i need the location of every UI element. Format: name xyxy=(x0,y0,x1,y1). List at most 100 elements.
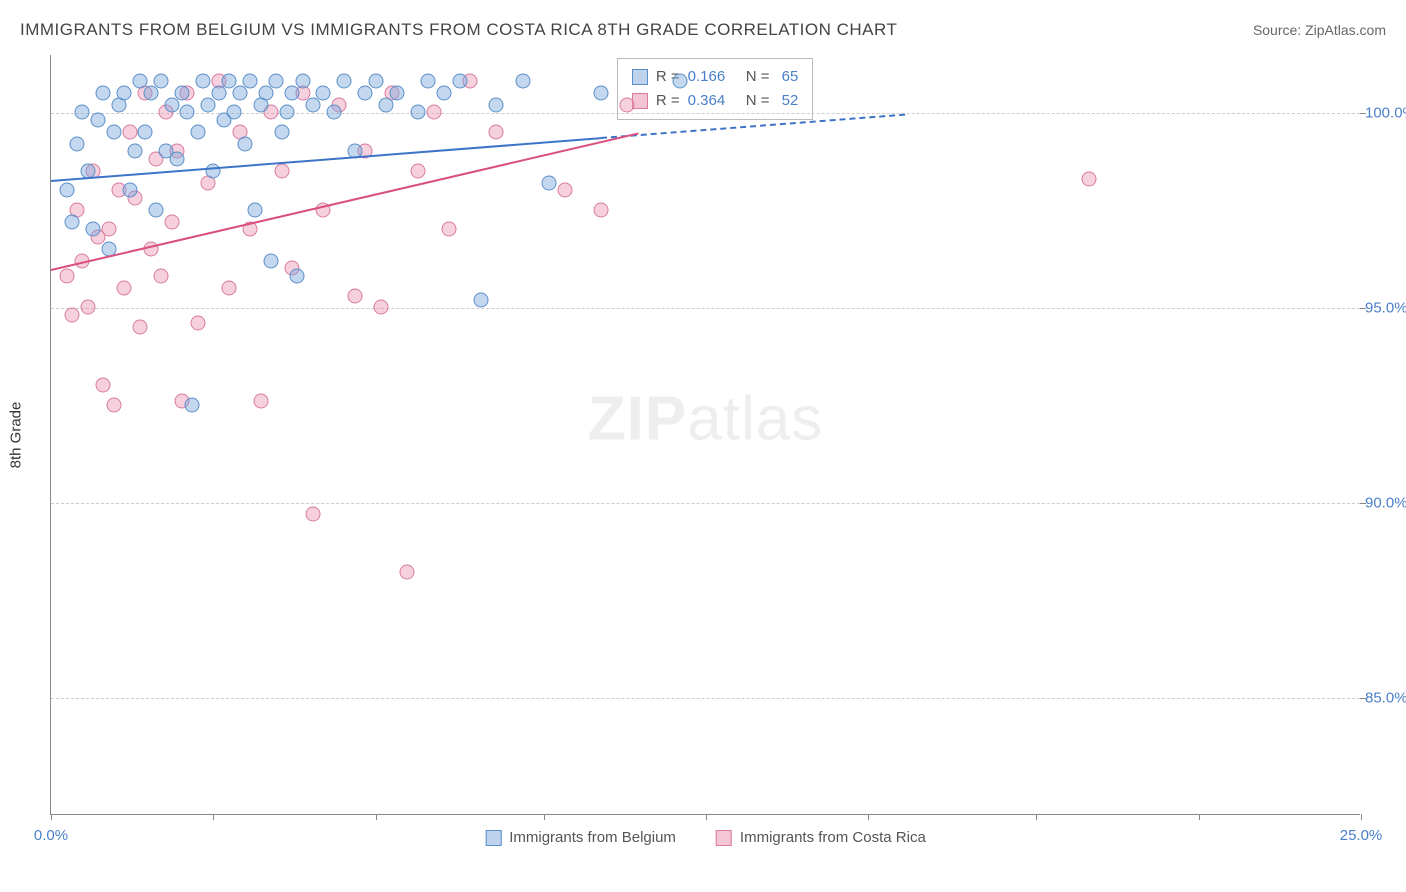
chart-plot-area: 8th Grade ZIPatlas R = 0.166 N = 65 R = … xyxy=(50,55,1360,815)
data-point-costarica xyxy=(64,308,79,323)
data-point-belgium xyxy=(127,144,142,159)
data-point-belgium xyxy=(594,85,609,100)
data-point-belgium xyxy=(117,85,132,100)
data-point-costarica xyxy=(154,269,169,284)
data-point-costarica xyxy=(122,124,137,139)
source-attribution: Source: ZipAtlas.com xyxy=(1253,22,1386,38)
data-point-belgium xyxy=(672,74,687,89)
data-point-belgium xyxy=(316,85,331,100)
data-point-belgium xyxy=(306,97,321,112)
data-point-costarica xyxy=(374,300,389,315)
gridline xyxy=(51,308,1360,309)
data-point-costarica xyxy=(400,565,415,580)
data-point-costarica xyxy=(1081,171,1096,186)
gridline xyxy=(51,698,1360,699)
data-point-belgium xyxy=(473,292,488,307)
data-point-belgium xyxy=(389,85,404,100)
data-point-costarica xyxy=(190,315,205,330)
data-point-costarica xyxy=(101,222,116,237)
data-point-belgium xyxy=(337,74,352,89)
xtick-mark xyxy=(51,814,52,820)
correlation-legend: R = 0.166 N = 65 R = 0.364 N = 52 xyxy=(617,58,813,120)
ytick-label: 85.0% xyxy=(1365,690,1406,707)
data-point-belgium xyxy=(143,85,158,100)
data-point-belgium xyxy=(452,74,467,89)
gridline xyxy=(51,503,1360,504)
data-point-belgium xyxy=(326,105,341,120)
y-axis-label: 8th Grade xyxy=(8,401,25,468)
legend-label-belgium: Immigrants from Belgium xyxy=(509,829,676,846)
data-point-belgium xyxy=(96,85,111,100)
data-point-costarica xyxy=(164,214,179,229)
data-point-belgium xyxy=(421,74,436,89)
legend-swatch-belgium-icon xyxy=(485,830,501,846)
legend-label-costarica: Immigrants from Costa Rica xyxy=(740,829,926,846)
data-point-costarica xyxy=(594,202,609,217)
data-point-costarica xyxy=(347,288,362,303)
data-point-belgium xyxy=(75,105,90,120)
ytick-label: 100.0% xyxy=(1365,105,1406,122)
data-point-belgium xyxy=(243,74,258,89)
series-legend: Immigrants from Belgium Immigrants from … xyxy=(485,829,926,846)
gridline xyxy=(51,113,1360,114)
xtick-mark xyxy=(1199,814,1200,820)
data-point-belgium xyxy=(264,253,279,268)
data-point-belgium xyxy=(410,105,425,120)
ytick-label: 90.0% xyxy=(1365,495,1406,512)
data-point-belgium xyxy=(285,85,300,100)
data-point-belgium xyxy=(279,105,294,120)
data-point-belgium xyxy=(274,124,289,139)
data-point-costarica xyxy=(557,183,572,198)
data-point-costarica xyxy=(489,124,504,139)
data-point-belgium xyxy=(138,124,153,139)
data-point-belgium xyxy=(64,214,79,229)
data-point-belgium xyxy=(358,85,373,100)
xtick-label: 0.0% xyxy=(34,827,68,844)
data-point-belgium xyxy=(227,105,242,120)
watermark: ZIPatlas xyxy=(588,384,823,455)
xtick-mark xyxy=(868,814,869,820)
data-point-belgium xyxy=(515,74,530,89)
data-point-belgium xyxy=(175,85,190,100)
data-point-belgium xyxy=(59,183,74,198)
data-point-costarica xyxy=(222,280,237,295)
data-point-costarica xyxy=(620,97,635,112)
data-point-costarica xyxy=(442,222,457,237)
xtick-mark xyxy=(1036,814,1037,820)
data-point-belgium xyxy=(195,74,210,89)
data-point-belgium xyxy=(185,397,200,412)
data-point-belgium xyxy=(106,124,121,139)
data-point-costarica xyxy=(59,269,74,284)
xtick-mark xyxy=(706,814,707,820)
data-point-belgium xyxy=(70,136,85,151)
data-point-belgium xyxy=(379,97,394,112)
data-point-costarica xyxy=(426,105,441,120)
data-point-costarica xyxy=(80,300,95,315)
data-point-belgium xyxy=(190,124,205,139)
data-point-belgium xyxy=(290,269,305,284)
data-point-belgium xyxy=(437,85,452,100)
data-point-belgium xyxy=(206,163,221,178)
data-point-belgium xyxy=(164,97,179,112)
data-point-belgium xyxy=(211,85,226,100)
xtick-mark xyxy=(376,814,377,820)
data-point-costarica xyxy=(306,506,321,521)
data-point-belgium xyxy=(154,74,169,89)
xtick-mark xyxy=(544,814,545,820)
ytick-label: 95.0% xyxy=(1365,300,1406,317)
xtick-mark xyxy=(213,814,214,820)
data-point-costarica xyxy=(117,280,132,295)
data-point-belgium xyxy=(295,74,310,89)
data-point-belgium xyxy=(201,97,216,112)
xtick-label: 25.0% xyxy=(1340,827,1383,844)
data-point-costarica xyxy=(410,163,425,178)
data-point-belgium xyxy=(258,85,273,100)
data-point-belgium xyxy=(91,113,106,128)
data-point-belgium xyxy=(169,152,184,167)
data-point-belgium xyxy=(269,74,284,89)
data-point-belgium xyxy=(237,136,252,151)
data-point-belgium xyxy=(248,202,263,217)
data-point-belgium xyxy=(85,222,100,237)
data-point-costarica xyxy=(106,397,121,412)
data-point-costarica xyxy=(253,393,268,408)
